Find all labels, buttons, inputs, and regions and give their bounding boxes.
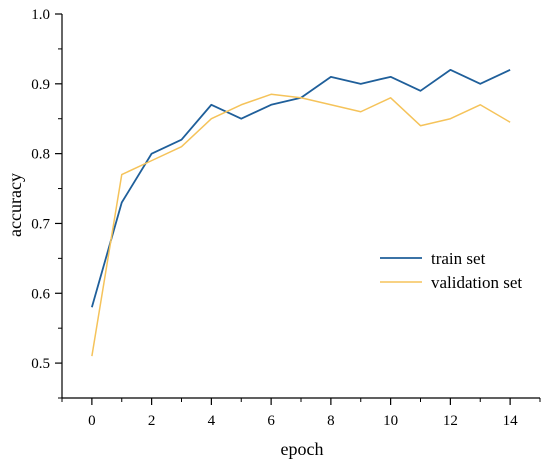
x-axis: 0 2 4 6 8 10 12 14 <box>61 398 541 429</box>
y-tick-label: 1.0 <box>31 7 50 23</box>
plot-frame <box>61 14 540 399</box>
y-axis: 0.5 0.6 0.7 0.8 0.9 1.0 <box>31 7 62 399</box>
y-tick-label: 0.9 <box>31 77 50 93</box>
x-tick-label: 4 <box>208 413 216 429</box>
legend: train set validation set <box>380 249 522 292</box>
legend-label: train set <box>431 249 486 268</box>
y-tick-label: 0.7 <box>31 216 50 232</box>
legend-label: validation set <box>431 273 522 292</box>
y-tick-label: 0.6 <box>31 286 50 302</box>
x-tick-label: 10 <box>383 413 398 429</box>
x-tick-label: 14 <box>503 413 519 429</box>
x-tick-label: 8 <box>327 413 335 429</box>
series-line-train-set <box>91 68 511 308</box>
x-tick-label: 6 <box>267 413 275 429</box>
y-axis-title: accuracy <box>5 173 25 237</box>
y-tick-label: 0.8 <box>31 147 50 163</box>
series-layer <box>91 68 511 357</box>
x-tick-label: 0 <box>88 413 96 429</box>
x-tick-label: 2 <box>148 413 156 429</box>
x-tick-label: 12 <box>443 413 458 429</box>
x-axis-title: epoch <box>281 439 324 459</box>
y-tick-label: 0.5 <box>31 356 50 372</box>
series-line-validation-set <box>91 93 511 357</box>
